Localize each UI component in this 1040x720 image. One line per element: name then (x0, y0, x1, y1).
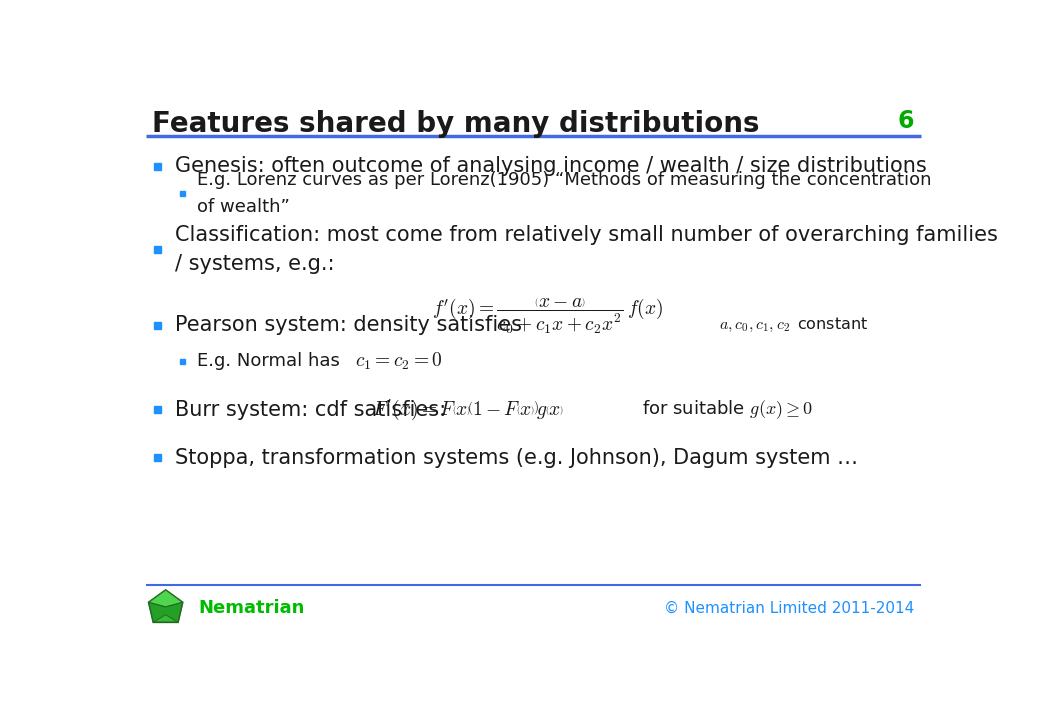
Text: 6: 6 (898, 109, 914, 133)
Text: $F'(x) = F\left(x\right)\!\left(1 - F\left(x\right)\right)\!g\left(x\right)$: $F'(x) = F\left(x\right)\!\left(1 - F\le… (372, 397, 564, 422)
Text: $c_1 = c_2 = 0$: $c_1 = c_2 = 0$ (355, 351, 442, 372)
Bar (154, 163, 161, 170)
Text: Pearson system: density satisfies: Pearson system: density satisfies (175, 315, 522, 335)
Text: E.g. Normal has: E.g. Normal has (197, 352, 339, 370)
Text: Burr system: cdf satisfies:: Burr system: cdf satisfies: (175, 400, 446, 420)
Bar (180, 191, 185, 196)
Text: E.g. Lorenz curves as per Lorenz(1905) “Methods of measuring the concentration
o: E.g. Lorenz curves as per Lorenz(1905) “… (197, 171, 931, 215)
Polygon shape (149, 590, 183, 622)
Bar (154, 454, 161, 461)
Bar (180, 359, 185, 364)
Bar (154, 406, 161, 413)
Text: © Nematrian Limited 2011-2014: © Nematrian Limited 2011-2014 (665, 601, 914, 616)
Text: Features shared by many distributions: Features shared by many distributions (152, 109, 759, 138)
Bar (154, 322, 161, 328)
Polygon shape (149, 603, 183, 622)
Text: $a, c_0, c_1, c_2\,$ constant: $a, c_0, c_1, c_2\,$ constant (719, 316, 868, 334)
Text: Genesis: often outcome of analysing income / wealth / size distributions: Genesis: often outcome of analysing inco… (175, 156, 927, 176)
Text: $f'(x) = \dfrac{\left(x - a\right)}{c_0 + c_1 x + c_2 x^2}\, f(x)$: $f'(x) = \dfrac{\left(x - a\right)}{c_0 … (433, 296, 664, 336)
Text: Classification: most come from relatively small number of overarching families
/: Classification: most come from relativel… (175, 225, 997, 274)
Text: Stoppa, transformation systems (e.g. Johnson), Dagum system …: Stoppa, transformation systems (e.g. Joh… (175, 448, 858, 467)
Text: for suitable $g(x) \geq 0$: for suitable $g(x) \geq 0$ (642, 398, 812, 421)
Text: Nematrian: Nematrian (199, 600, 305, 618)
Polygon shape (149, 590, 183, 607)
Bar (154, 246, 161, 253)
